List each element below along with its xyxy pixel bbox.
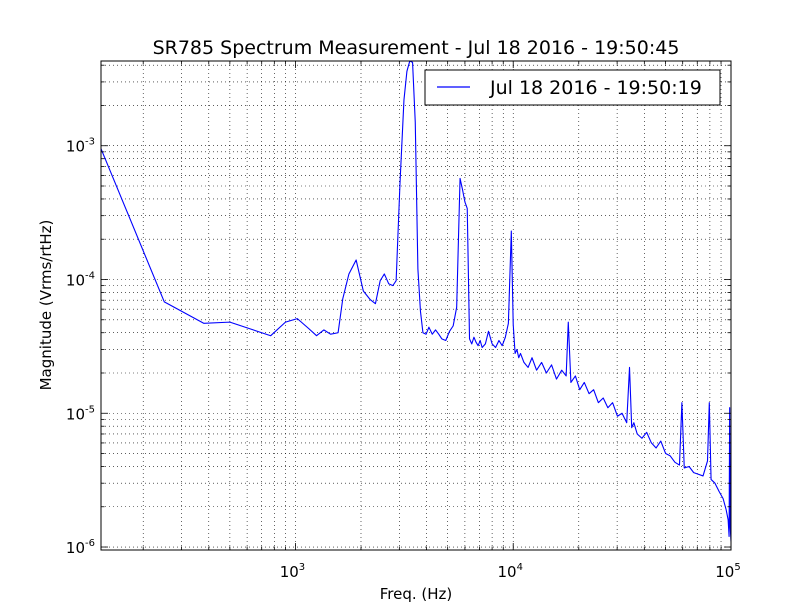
- grid-lines: [101, 61, 732, 550]
- series-line-0: [101, 61, 731, 542]
- legend-series-label: Jul 18 2016 - 19:50:19: [489, 77, 702, 99]
- y-axis-label: Magnitude (Vrms/rtHz): [37, 220, 55, 391]
- chart-title: SR785 Spectrum Measurement - Jul 18 2016…: [153, 37, 680, 59]
- legend-box: [424, 69, 721, 106]
- x-tick-label: 103: [280, 562, 305, 581]
- axis-ticks: 103 104 105 10-6 10-5 10-4 10-3: [66, 61, 741, 581]
- plot-frame: [100, 60, 732, 551]
- y-tick-label: 10-5: [66, 404, 95, 423]
- legend: Jul 18 2016 - 19:50:19: [424, 69, 721, 106]
- x-tick-label: 105: [715, 562, 740, 581]
- y-tick-label: 10-6: [66, 538, 95, 557]
- plot-area: [101, 61, 731, 542]
- x-tick-label: 104: [497, 562, 522, 581]
- x-axis-label: Freq. (Hz): [380, 585, 453, 603]
- y-tick-label: 10-3: [66, 137, 95, 156]
- y-tick-label: 10-4: [66, 270, 95, 289]
